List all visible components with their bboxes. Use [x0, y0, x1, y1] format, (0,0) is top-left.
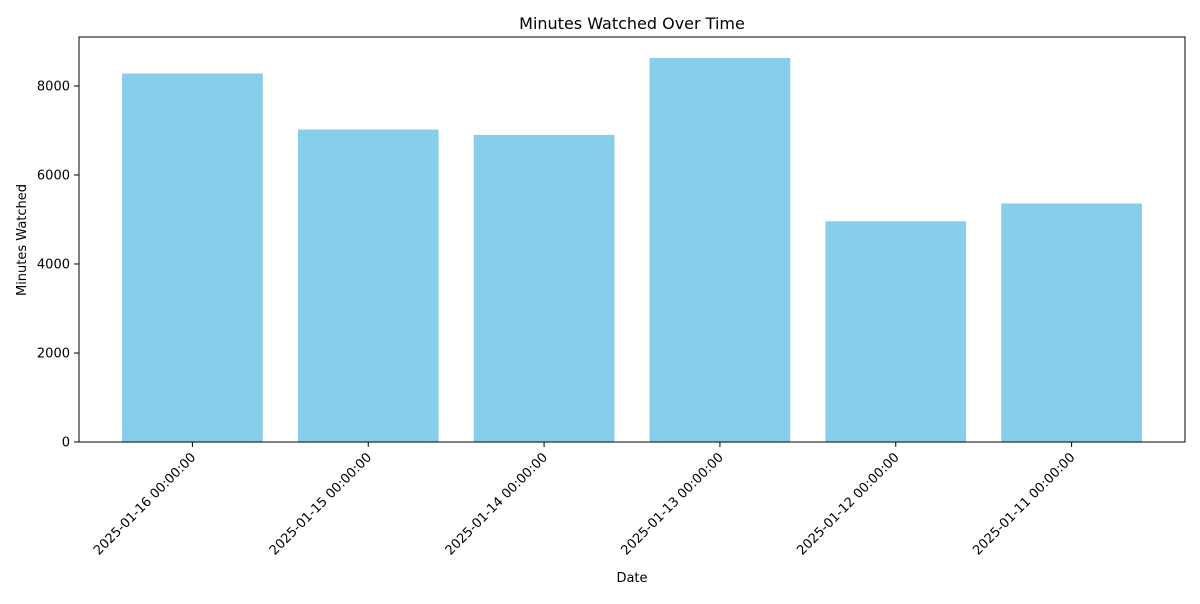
- plot-frame: [78, 36, 1186, 443]
- bar: [122, 73, 263, 443]
- x-tick-label: 2025-01-15 00:00:00: [267, 450, 375, 558]
- y-axis: 0 2000 4000 6000 8000: [37, 79, 79, 451]
- y-axis-label: Minutes Watched: [15, 184, 30, 296]
- y-tick-label: 4000: [37, 257, 70, 272]
- y-tick-label: 0: [62, 436, 70, 451]
- chart-title: Minutes Watched Over Time: [519, 14, 745, 33]
- bars-group: [122, 57, 1142, 443]
- y-tick-label: 2000: [37, 346, 70, 361]
- y-tick-label: 6000: [37, 168, 70, 183]
- x-tick-label: 2025-01-12 00:00:00: [794, 450, 902, 558]
- x-tick-label: 2025-01-14 00:00:00: [443, 450, 551, 558]
- bar: [297, 129, 439, 442]
- x-tick-label: 2025-01-11 00:00:00: [970, 450, 1078, 558]
- x-axis-label: Date: [616, 571, 647, 586]
- x-tick-label: 2025-01-13 00:00:00: [619, 450, 727, 558]
- bar: [1001, 203, 1142, 442]
- bar: [473, 134, 615, 442]
- x-axis: 2025-01-16 00:00:00 2025-01-15 00:00:00 20…: [91, 442, 1078, 558]
- y-tick-label: 8000: [37, 79, 70, 94]
- x-tick-label: 2025-01-16 00:00:00: [91, 450, 199, 558]
- bar: [649, 57, 791, 443]
- bar: [825, 221, 967, 442]
